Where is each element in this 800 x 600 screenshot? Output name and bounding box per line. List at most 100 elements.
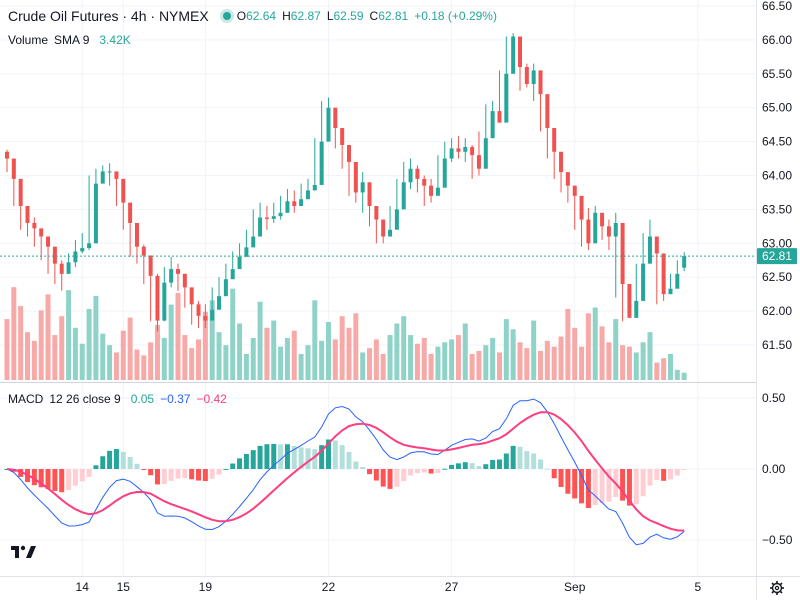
candle-body (545, 94, 550, 129)
volume-bar (175, 293, 181, 380)
volume-bar (107, 345, 113, 380)
candle-body (278, 212, 283, 217)
volume-bar (257, 301, 263, 380)
volume-bar (168, 304, 174, 380)
volume-bar (667, 353, 673, 380)
volume-bar (189, 348, 195, 380)
volume-bar (626, 346, 632, 380)
macd-histogram-bar (401, 469, 407, 482)
price-axis[interactable]: 66.50 66.00 65.50 65.00 64.50 64.00 63.50 63.00… (762, 0, 792, 352)
volume-bar (531, 320, 537, 380)
candle-body (203, 315, 208, 321)
macd-histogram-bar (510, 445, 516, 469)
candle-body (305, 190, 310, 200)
candle-body (353, 161, 358, 193)
candle-body (52, 246, 57, 264)
volume-bar (291, 330, 297, 380)
volume-bar (462, 323, 468, 380)
candle-body (73, 251, 78, 263)
macd-histogram-bar (681, 469, 687, 470)
macd-histogram-bar (633, 469, 639, 505)
volume-bar (196, 339, 202, 380)
candle-body (435, 187, 440, 196)
time-axis[interactable]: 1415192227Sep510 (76, 580, 800, 594)
macd-histogram-bar (154, 469, 160, 485)
macd-histogram-bar (674, 469, 680, 476)
volume-bar (558, 336, 564, 380)
candle-body (18, 178, 23, 207)
macd-histogram-bar (599, 469, 605, 504)
macd-histogram-bar (305, 448, 311, 469)
volume-bar (127, 317, 133, 380)
macd-histogram-bar (496, 459, 502, 469)
macd-histogram-bar (380, 469, 386, 487)
volume-bar (380, 353, 386, 380)
macd-histogram-bar (319, 445, 325, 469)
candle-body (579, 195, 584, 220)
macd-line (6, 398, 685, 546)
macd-histogram-bar (161, 469, 167, 484)
price-tick-label: 64.00 (762, 169, 792, 183)
macd-histogram-bar (367, 469, 373, 475)
volume-bar (141, 355, 147, 380)
time-tick-label: 27 (445, 580, 459, 594)
macd-histogram-bar (325, 439, 331, 469)
macd-histogram-bar (141, 469, 147, 470)
tradingview-logo[interactable] (11, 545, 36, 558)
volume-bar (538, 351, 544, 380)
volume-bar (332, 339, 338, 380)
volume-bar (483, 345, 489, 380)
volume-bar (319, 340, 325, 380)
candle-body (490, 111, 495, 139)
candle-body (442, 158, 447, 188)
volume-bar (154, 324, 160, 380)
volume-bar (428, 353, 434, 380)
volume-bar (496, 352, 502, 380)
volume-bar (182, 335, 188, 380)
volume-bar (442, 342, 448, 380)
volume-bar (592, 307, 598, 380)
macd-histogram-bar (442, 468, 448, 470)
market-status-dot[interactable] (222, 12, 231, 20)
candle-body (162, 282, 167, 321)
macd-histogram-bar (455, 463, 461, 469)
macd-histogram-bar (606, 469, 612, 502)
macd-histogram-bar (127, 457, 133, 469)
candle-body (463, 147, 468, 152)
macd-legend[interactable]: MACD 12 26 close 9 0.05 −0.37 −0.42 (8, 392, 233, 406)
volume-bar (585, 313, 591, 380)
volume-bar (230, 288, 236, 380)
macd-histogram-bar (312, 449, 318, 469)
macd-axis[interactable]: 0.50 0.00 −0.50 (762, 391, 793, 547)
macd-histogram-bar (202, 469, 208, 482)
volume-bar (551, 346, 557, 380)
volume-bar (401, 316, 407, 380)
volume-bar (455, 335, 461, 380)
volume-bar (572, 327, 578, 380)
symbol-title[interactable]: Crude Oil Futures · 4h · NYMEX (8, 8, 209, 24)
volume-bar (681, 372, 687, 380)
volume-bar (476, 351, 482, 380)
high-label: H (282, 9, 291, 23)
candle-body (606, 226, 611, 237)
low-value: 62.59 (333, 9, 364, 23)
open-value: 62.64 (246, 9, 277, 23)
macd-histogram-bar (72, 469, 78, 486)
candle-body (285, 201, 290, 213)
candle-body (394, 209, 399, 230)
price-tick-label: 65.50 (762, 67, 792, 81)
candle-body (333, 107, 338, 129)
candle-body (449, 148, 454, 159)
macd-histogram-bar (503, 453, 509, 469)
macd-signal-value: −0.42 (196, 392, 227, 406)
settings-gear-icon[interactable] (770, 581, 784, 595)
candle-body (572, 185, 577, 196)
macd-histogram-bar (175, 469, 181, 479)
volume-bar (209, 300, 215, 380)
volume-legend[interactable]: Volume SMA 9 3.42K (8, 33, 137, 47)
macd-histogram-bar (134, 463, 140, 469)
volume-bar (25, 332, 31, 380)
candle-body (627, 283, 632, 318)
